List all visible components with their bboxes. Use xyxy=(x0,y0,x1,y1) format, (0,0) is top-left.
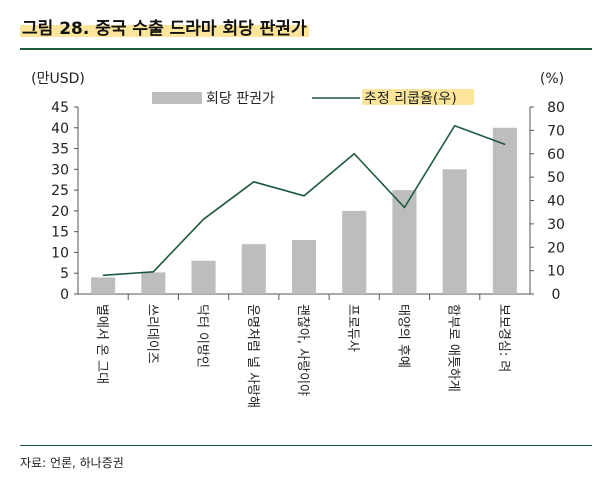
line-point-1 xyxy=(102,274,104,276)
line-point-7 xyxy=(403,207,405,209)
bar-8 xyxy=(442,169,467,294)
line-point-9 xyxy=(504,143,506,145)
right-tick-label: 70 xyxy=(547,123,565,139)
category-label-5: 괜찮아, 사랑이야 xyxy=(295,304,310,396)
right-tick-label: 80 xyxy=(547,100,565,116)
category-label-8: 함부로 애틋하게 xyxy=(446,304,461,392)
right-tick-label: 0 xyxy=(552,287,561,303)
right-tick-label: 40 xyxy=(547,194,565,210)
left-tick-label: 15 xyxy=(51,225,69,241)
right-tick-label: 30 xyxy=(547,217,565,233)
category-label-6: 프로듀사 xyxy=(345,304,360,352)
legend-bar-label: 회당 판권가 xyxy=(206,91,275,107)
bottom-divider xyxy=(20,445,592,446)
left-tick-label: 35 xyxy=(51,142,69,158)
bar-7 xyxy=(392,190,417,294)
right-axis-unit: (%) xyxy=(540,71,564,87)
legend-bar-swatch xyxy=(152,92,202,104)
left-tick-label: 45 xyxy=(51,100,69,116)
bar-9 xyxy=(492,127,517,295)
left-tick-label: 25 xyxy=(51,183,69,199)
line-point-6 xyxy=(353,153,355,155)
line-point-4 xyxy=(253,181,255,183)
bar-6 xyxy=(342,210,367,294)
title-divider xyxy=(20,48,592,50)
category-label-3: 닥터 이방인 xyxy=(195,304,210,368)
right-tick-label: 20 xyxy=(547,240,565,256)
bar-line-chart: 0 5 10 15 20 25 30 35 40 45 0 10 20 30 40 50 60 70 80 (만USD… xyxy=(31,71,565,408)
right-tick-label: 50 xyxy=(547,170,565,186)
bar-5 xyxy=(291,239,317,294)
chart-legend: 회당 판권가 추정 리쿱율(우) xyxy=(152,89,474,107)
source-note: 자료: 언론, 하나증권 xyxy=(20,456,124,470)
line-point-5 xyxy=(303,195,305,197)
figure-title: 그림 28. 중국 수출 드라마 회당 판권가 xyxy=(20,14,309,39)
category-label-1: 별에서 온 그대 xyxy=(94,304,109,384)
left-tick-label: 40 xyxy=(51,121,69,137)
left-tick-label: 5 xyxy=(60,266,69,282)
right-tick-label: 10 xyxy=(547,264,565,280)
left-tick-label: 0 xyxy=(60,287,69,303)
line-point-2 xyxy=(152,271,154,273)
line-series xyxy=(102,124,506,277)
legend-line-label: 추정 리쿱율(우) xyxy=(364,91,457,107)
left-tick-label: 10 xyxy=(51,245,69,261)
bar-3 xyxy=(191,260,216,294)
left-tick-label: 20 xyxy=(51,204,69,220)
category-label-2: 쓰리데이즈 xyxy=(144,304,159,364)
category-label-7: 태양의 후예 xyxy=(395,304,410,368)
left-axis-unit: (만USD) xyxy=(31,71,85,87)
bar-1 xyxy=(91,277,116,294)
category-label-9: 보보경심: 려 xyxy=(496,304,511,372)
chart-axes: 0 5 10 15 20 25 30 35 40 45 0 10 20 30 40 50 60 70 80 (만USD… xyxy=(31,71,565,303)
left-tick-label: 30 xyxy=(51,162,69,178)
bar-4 xyxy=(241,244,266,294)
right-tick-label: 60 xyxy=(547,147,565,163)
legend-line-highlight xyxy=(362,89,474,105)
bar-series xyxy=(91,127,517,295)
bar-2 xyxy=(141,272,166,294)
category-labels: 별에서 온 그대 쓰리데이즈 닥터 이방인 운명처럼 널 사랑해 괜찮아, 사랑이야 프로… xyxy=(94,304,511,408)
line-point-3 xyxy=(203,218,205,220)
category-label-4: 운명처럼 널 사랑해 xyxy=(245,304,260,408)
line-point-8 xyxy=(454,125,456,127)
figure-title-block: 그림 28. 중국 수출 드라마 회당 판권가 xyxy=(20,14,592,50)
